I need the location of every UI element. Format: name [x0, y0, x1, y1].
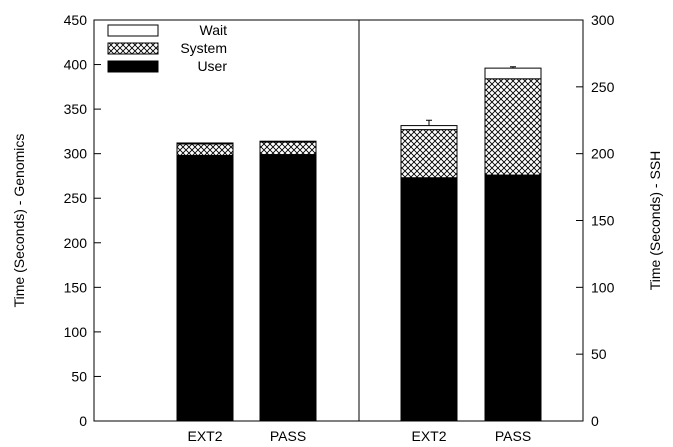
- bar-wait-genomics-pass: [259, 140, 317, 143]
- bar-system-ssh-ext2: [400, 129, 458, 179]
- legend-label-system: System: [180, 40, 227, 56]
- left-y-axis-title: Time (Seconds) - Genomics: [11, 134, 27, 308]
- bar-user-genomics-ext2: [176, 154, 234, 422]
- right-y-tick-label: 200: [591, 146, 615, 162]
- bar-wait-ssh-pass: [484, 67, 542, 80]
- right-y-tick-label: 250: [591, 79, 615, 95]
- bar-wait-genomics-ext2: [176, 142, 234, 145]
- left-y-tick-label: 50: [71, 368, 87, 384]
- legend-label-user: User: [197, 58, 227, 74]
- right-y-tick-label: 50: [591, 346, 607, 362]
- x-tick-label: EXT2: [187, 428, 222, 444]
- right-y-tick-label: 0: [591, 413, 599, 429]
- right-y-axis-title: Time (Seconds) - SSH: [647, 151, 663, 291]
- x-tick-label: EXT2: [411, 428, 446, 444]
- bar-user-ssh-pass: [484, 174, 542, 422]
- left-y-tick-label: 450: [64, 12, 88, 28]
- legend-swatch-user: [107, 60, 159, 73]
- left-y-tick-label: 350: [64, 101, 88, 117]
- legend-swatch-wait: [107, 24, 159, 37]
- right-y-tick-label: 150: [591, 213, 615, 229]
- left-y-tick-label: 100: [64, 324, 88, 340]
- legend-label-wait: Wait: [200, 22, 228, 38]
- right-y-tick-label: 300: [591, 12, 615, 28]
- right-y-tick-label: 100: [591, 279, 615, 295]
- x-tick-label: PASS: [495, 428, 531, 444]
- left-y-tick-label: 0: [79, 413, 87, 429]
- left-y-tick-label: 250: [64, 190, 88, 206]
- x-tick-label: PASS: [270, 428, 306, 444]
- bar-system-ssh-pass: [484, 78, 542, 176]
- bar-user-genomics-pass: [259, 154, 317, 422]
- bar-system-genomics-pass: [259, 141, 317, 156]
- left-y-tick-label: 150: [64, 279, 88, 295]
- legend-swatch-system: [107, 42, 159, 55]
- bar-user-ssh-ext2: [400, 177, 458, 422]
- left-y-tick-label: 200: [64, 235, 88, 251]
- left-y-tick-label: 300: [64, 146, 88, 162]
- bar-wait-ssh-ext2: [400, 125, 458, 131]
- bar-system-genomics-ext2: [176, 143, 234, 156]
- left-y-tick-label: 400: [64, 57, 88, 73]
